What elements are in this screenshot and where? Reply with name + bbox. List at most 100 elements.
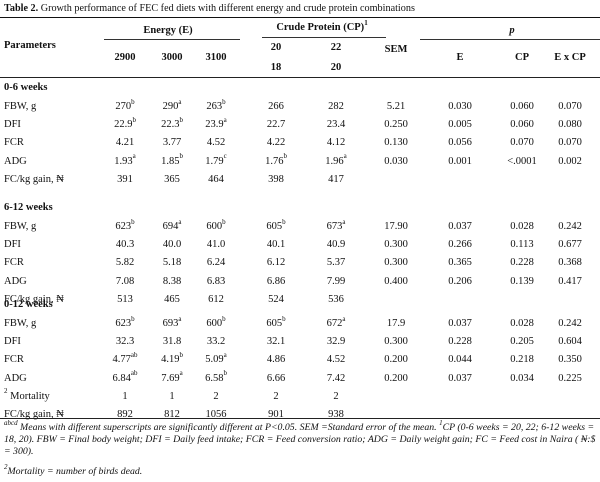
cell-value: 263 <box>206 101 223 112</box>
header-cp-bottom-20: 20 <box>330 62 342 73</box>
cell-value: 0.130 <box>384 137 408 149</box>
table-cell: 270b <box>115 98 134 113</box>
cell-value: 0.070 <box>558 137 582 149</box>
cell-value: 0.417 <box>558 275 582 287</box>
cell-value: 290 <box>162 101 179 112</box>
section-title: 6-12 weeks <box>4 202 53 213</box>
cell-value: 365 <box>164 173 180 185</box>
header-parameters: Parameters <box>4 40 56 51</box>
cell-value: 4.52 <box>326 354 346 366</box>
table-cell: 513 <box>117 294 133 306</box>
cell-value: 536 <box>328 293 344 305</box>
cell-superscript: b <box>222 97 226 106</box>
cell-value: 0.350 <box>558 354 582 366</box>
table-cell: 33.2 <box>207 336 225 348</box>
table-cell: 266 <box>268 101 284 113</box>
cell-superscript: a <box>223 350 227 359</box>
table-cell: 4.52 <box>327 354 345 366</box>
table-cell: 0.030 <box>384 156 408 168</box>
section-title: 0-6 weeks <box>4 82 48 93</box>
cell-value: 33.2 <box>206 336 226 348</box>
cell-value: 6.66 <box>266 372 286 384</box>
cell-value: 2 <box>213 390 219 402</box>
cell-value: 5.37 <box>326 257 346 269</box>
cell-value: 612 <box>208 293 224 305</box>
table-cell: 464 <box>208 174 224 186</box>
table-cell: 22.7 <box>267 119 285 131</box>
table-cell: 32.1 <box>267 336 285 348</box>
table-cell: 0.365 <box>448 257 472 269</box>
cell-value: 524 <box>268 293 284 305</box>
table-cell: 0.200 <box>384 354 408 366</box>
cell-value: 4.19 <box>161 354 180 366</box>
cell-value: 0.060 <box>510 119 534 131</box>
cell-value: 40.1 <box>266 239 286 251</box>
table-cell: 0.030 <box>448 101 472 113</box>
cell-value: 0.205 <box>510 336 534 348</box>
cell-value: 892 <box>117 409 133 420</box>
table-cell: 23.9a <box>205 115 227 131</box>
cell-value: 0.002 <box>558 155 582 167</box>
cell-value: 0.056 <box>448 137 472 149</box>
table-cell: 17.9 <box>387 318 405 330</box>
cell-value: 513 <box>117 293 133 305</box>
table-cell: 0.130 <box>384 137 408 149</box>
table-cell: 524 <box>268 294 284 306</box>
table-cell: 6.84ab <box>112 370 138 385</box>
table-cell: 600b <box>206 218 225 233</box>
cell-value: 4.22 <box>266 137 286 149</box>
table-cell: 8.38 <box>163 276 181 288</box>
cell-superscript: a <box>179 369 183 378</box>
table-cell: 40.9 <box>327 239 345 251</box>
row-label-text: FBW, g <box>4 221 37 232</box>
cell-value: 17.9 <box>386 318 406 329</box>
cell-value: 0.300 <box>384 257 408 269</box>
cell-value: 0.242 <box>558 318 582 329</box>
table-cell: 0.368 <box>558 257 582 269</box>
footnote-2-sup: 2 <box>4 462 8 471</box>
cell-value: 0.037 <box>448 221 472 232</box>
table-cell: 0.037 <box>448 318 472 330</box>
cell-value: 1.79 <box>205 155 224 167</box>
row-label: ADG <box>4 276 27 288</box>
table-cell: 0.300 <box>384 239 408 251</box>
table-cell: 5.37 <box>327 257 345 269</box>
cell-value: 0.242 <box>558 221 582 232</box>
table-cell: 0.034 <box>510 373 534 385</box>
cell-value: 6.84 <box>112 372 131 384</box>
row-label-text: ADG <box>4 275 27 287</box>
table-cell: 417 <box>328 174 344 186</box>
cell-value: 0.070 <box>510 137 534 149</box>
table-cell: 605b <box>266 315 285 330</box>
table-cell: 3.77 <box>163 137 181 149</box>
table-cell: 4.22 <box>267 137 285 149</box>
row-label: ADG <box>4 156 27 168</box>
cell-superscript: b <box>131 217 135 226</box>
cell-superscript: a <box>223 115 227 124</box>
cell-superscript: b <box>282 217 286 226</box>
cell-superscript: b <box>283 152 287 161</box>
table-cell: 4.52 <box>207 137 225 149</box>
row-label-text: FC/kg gain, ₦ <box>4 409 64 420</box>
cell-value: 5.82 <box>115 257 135 269</box>
table-cell: 0.070 <box>510 137 534 149</box>
cell-value: 417 <box>328 173 344 185</box>
header-cp-label: Crude Protein (CP) <box>276 22 365 33</box>
cell-value: 5.21 <box>386 101 406 112</box>
row-label-text: Mortality <box>10 390 50 402</box>
table-cell: 1.93a <box>114 153 135 168</box>
row-label: 2 Mortality <box>4 388 50 403</box>
row-label: ADG <box>4 373 27 385</box>
cell-value: 40.9 <box>326 239 346 251</box>
table-cell: 812 <box>164 409 180 421</box>
cell-value: 600 <box>206 318 223 329</box>
footnote-1: abcd Means with different superscripts a… <box>4 419 596 458</box>
cell-value: 1.76 <box>265 155 284 167</box>
table-cell: 290a <box>162 98 182 113</box>
table-cell: 600b <box>206 315 225 330</box>
table-cell: 623b <box>115 217 135 233</box>
table-cell: 0.225 <box>558 373 582 385</box>
cell-value: 1.85 <box>161 155 180 167</box>
cell-value: 2 <box>333 390 339 402</box>
table-cell: 282 <box>328 101 344 113</box>
